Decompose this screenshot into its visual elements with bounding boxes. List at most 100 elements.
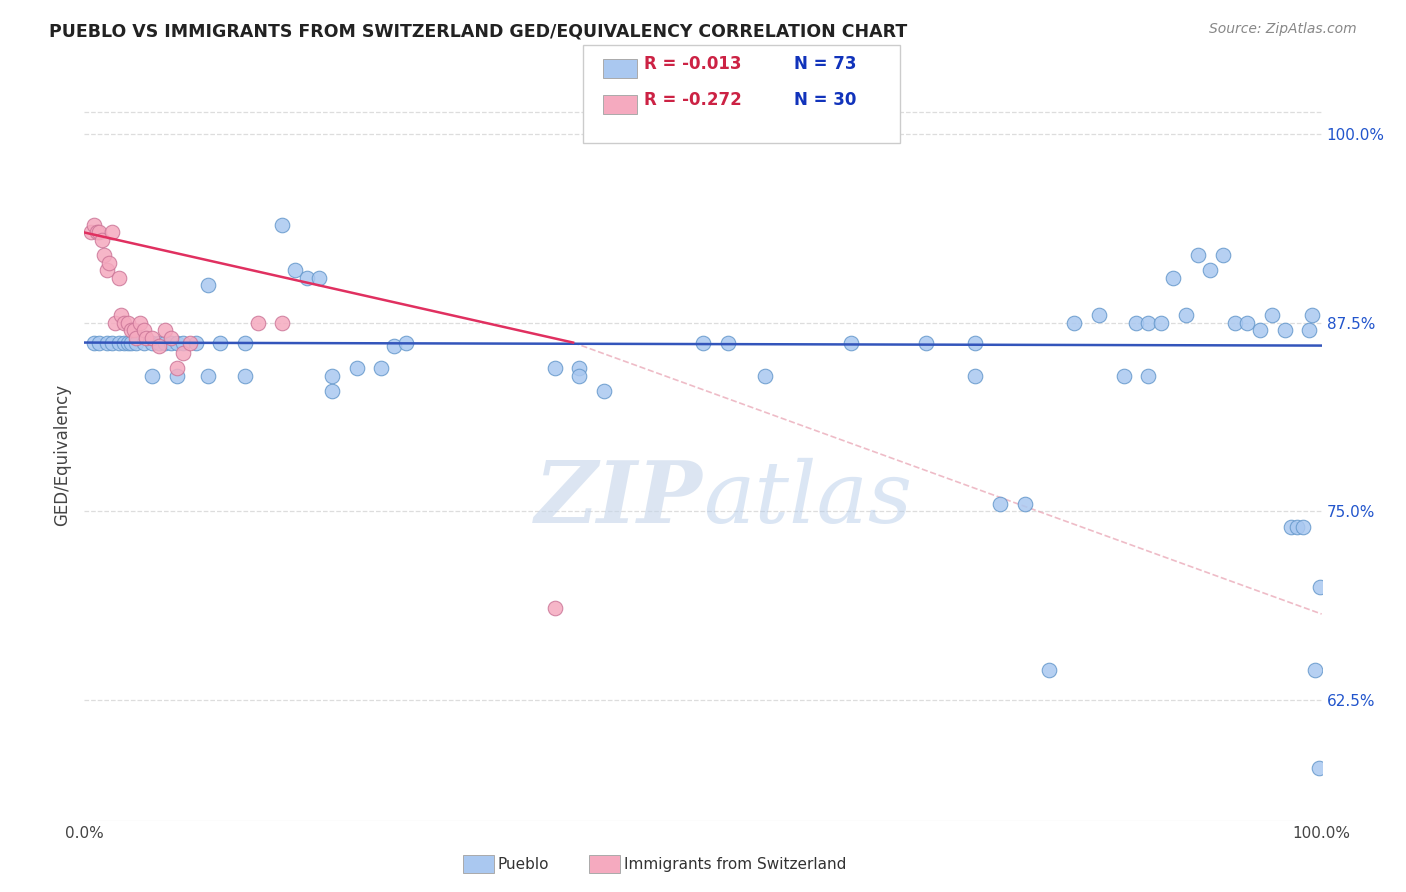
Text: N = 73: N = 73: [794, 55, 856, 73]
Point: [184, 335, 207, 350]
Point: [89, 226, 111, 240]
Point: [112, 335, 135, 350]
Point: [1236, 316, 1258, 330]
Point: [1137, 316, 1160, 330]
Point: [1305, 663, 1327, 677]
Point: [321, 384, 343, 398]
Point: [89, 335, 111, 350]
Point: [1125, 316, 1147, 330]
Point: [1292, 519, 1315, 533]
Point: [179, 335, 201, 350]
Point: [153, 324, 176, 338]
Point: [1150, 316, 1173, 330]
Text: Pueblo: Pueblo: [498, 857, 550, 871]
Point: [382, 338, 405, 352]
Point: [125, 331, 148, 345]
Point: [122, 324, 145, 338]
Point: [83, 335, 105, 350]
Point: [1285, 519, 1308, 533]
Point: [1112, 368, 1135, 383]
Point: [692, 335, 714, 350]
Point: [125, 335, 148, 350]
Point: [1038, 663, 1060, 677]
Point: [172, 346, 194, 360]
Point: [141, 368, 163, 383]
Point: [132, 335, 155, 350]
Point: [271, 218, 294, 232]
Point: [108, 335, 131, 350]
Point: [1261, 309, 1284, 323]
Point: [370, 361, 392, 376]
Point: [160, 335, 183, 350]
Point: [395, 335, 418, 350]
Point: [1088, 309, 1111, 323]
Point: [1298, 324, 1320, 338]
Point: [233, 368, 256, 383]
Text: N = 30: N = 30: [794, 91, 856, 109]
Point: [153, 335, 176, 350]
Point: [90, 233, 112, 247]
Point: [284, 263, 307, 277]
Point: [914, 335, 936, 350]
Point: [148, 335, 170, 350]
Point: [841, 335, 863, 350]
Text: PUEBLO VS IMMIGRANTS FROM SWITZERLAND GED/EQUIVALENCY CORRELATION CHART: PUEBLO VS IMMIGRANTS FROM SWITZERLAND GE…: [49, 22, 907, 40]
Point: [1308, 761, 1330, 775]
Point: [568, 361, 591, 376]
Point: [83, 218, 105, 232]
Point: [1199, 263, 1222, 277]
Text: Source: ZipAtlas.com: Source: ZipAtlas.com: [1209, 22, 1357, 37]
Point: [965, 335, 987, 350]
Point: [717, 335, 740, 350]
Point: [754, 368, 776, 383]
Point: [110, 309, 132, 323]
Point: [233, 335, 256, 350]
Text: R = -0.272: R = -0.272: [644, 91, 742, 109]
Point: [1301, 309, 1323, 323]
Point: [166, 335, 188, 350]
Point: [568, 368, 591, 383]
Point: [129, 316, 152, 330]
Point: [1249, 324, 1271, 338]
Point: [209, 335, 232, 350]
Point: [100, 226, 122, 240]
Point: [112, 316, 135, 330]
Point: [308, 270, 330, 285]
Point: [98, 255, 121, 269]
Point: [117, 335, 139, 350]
Text: ZIP: ZIP: [536, 457, 703, 541]
Point: [1279, 519, 1302, 533]
Point: [1014, 497, 1036, 511]
Text: atlas: atlas: [703, 458, 912, 541]
Point: [117, 316, 139, 330]
Point: [1161, 270, 1184, 285]
Text: R = -0.013: R = -0.013: [644, 55, 741, 73]
Point: [1063, 316, 1085, 330]
Point: [246, 316, 269, 330]
Point: [79, 226, 101, 240]
Point: [197, 278, 219, 293]
Point: [1212, 248, 1234, 262]
Point: [120, 324, 142, 338]
Point: [86, 226, 108, 240]
Y-axis label: GED/Equivalency: GED/Equivalency: [53, 384, 72, 526]
Text: Immigrants from Switzerland: Immigrants from Switzerland: [624, 857, 846, 871]
Point: [132, 324, 155, 338]
Point: [271, 316, 294, 330]
Point: [1223, 316, 1246, 330]
Point: [1309, 580, 1331, 594]
Point: [543, 601, 565, 615]
Point: [93, 248, 115, 262]
Point: [321, 368, 343, 383]
Point: [543, 361, 565, 376]
Point: [1274, 324, 1296, 338]
Point: [1187, 248, 1209, 262]
Point: [148, 338, 170, 352]
Point: [172, 335, 194, 350]
Point: [593, 384, 616, 398]
Point: [96, 263, 118, 277]
Point: [120, 335, 142, 350]
Point: [988, 497, 1011, 511]
Point: [166, 368, 188, 383]
Point: [104, 316, 127, 330]
